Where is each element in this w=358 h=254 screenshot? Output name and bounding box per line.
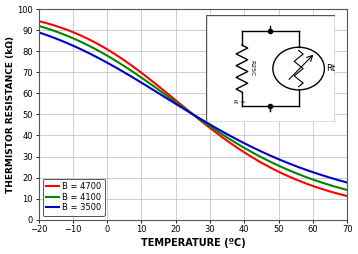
B = 4100 [289, 170, 294, 173]
B = 3500 [185, 109, 189, 112]
B = 3500 [203, 120, 208, 123]
B = 3500 [338, 179, 342, 182]
B = 4100 [37, 24, 41, 27]
B = 3500 [183, 108, 187, 111]
Y-axis label: THERMISTOR RESISTANCE (kΩ): THERMISTOR RESISTANCE (kΩ) [6, 36, 15, 193]
X-axis label: TEMPERATURE (ºC): TEMPERATURE (ºC) [140, 239, 245, 248]
B = 4100 [345, 188, 349, 192]
Text: R25C: R25C [250, 60, 255, 77]
B = 4700 [289, 176, 294, 179]
B = 3500 [37, 31, 41, 34]
B = 4700 [338, 193, 342, 196]
Line: B = 3500: B = 3500 [39, 32, 347, 183]
B = 4100 [185, 109, 189, 112]
Line: B = 4700: B = 4700 [39, 21, 347, 196]
B = 3500 [220, 130, 224, 133]
B = 4100 [338, 186, 342, 189]
Legend: B = 4700, B = 4100, B = 3500: B = 4700, B = 4100, B = 3500 [43, 179, 105, 216]
B = 4700 [345, 195, 349, 198]
B = 4700 [183, 106, 187, 109]
B = 4700 [220, 136, 224, 139]
B = 4700 [185, 108, 189, 111]
Text: R =: R = [234, 100, 245, 105]
B = 4700 [37, 20, 41, 23]
Line: B = 4100: B = 4100 [39, 26, 347, 190]
B = 4100 [220, 133, 224, 136]
B = 3500 [345, 181, 349, 184]
Text: Rt: Rt [326, 64, 335, 73]
B = 4100 [203, 122, 208, 125]
B = 3500 [289, 163, 294, 166]
B = 4700 [203, 123, 208, 126]
B = 4100 [183, 107, 187, 110]
